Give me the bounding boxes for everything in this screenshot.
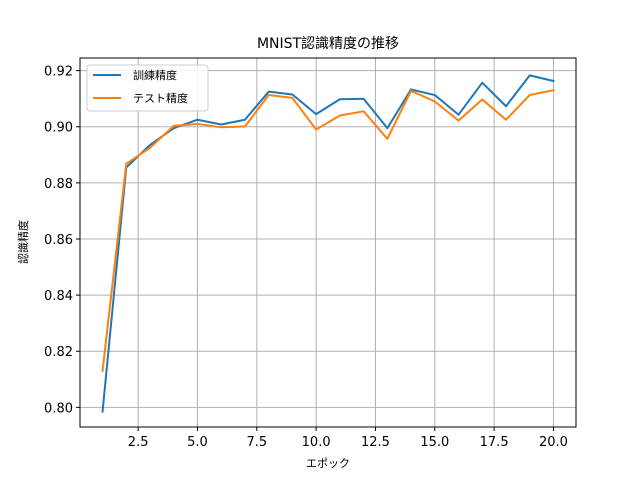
chart-title: MNIST認識精度の推移	[257, 36, 399, 52]
y-tick-label: 0.86	[44, 233, 73, 248]
y-tick-label: 0.90	[44, 121, 73, 136]
train-accuracy-line	[101, 74, 555, 413]
y-tick-label: 0.80	[44, 401, 73, 416]
y-tick-label: 0.84	[44, 289, 73, 304]
y-tick-label: 0.88	[44, 177, 73, 192]
legend: 訓練精度 テスト精度	[86, 64, 209, 112]
x-tick-label: 20.0	[539, 435, 568, 450]
x-tick-label: 5.0	[187, 435, 208, 450]
y-tick-label: 0.82	[44, 345, 73, 360]
x-tick-label: 17.5	[480, 435, 509, 450]
legend-label-train: 訓練精度	[133, 68, 177, 82]
plot-frame	[79, 57, 577, 428]
grid-lines	[80, 58, 576, 427]
legend-box	[86, 64, 209, 112]
axis-ticks: 2.5 5.0 7.5 10.0 12.5 15.0 17.5 20.0 0.80 0.82 0.8…	[44, 65, 568, 450]
legend-label-test: テスト精度	[133, 91, 188, 105]
x-tick-label: 7.5	[246, 435, 267, 450]
x-axis-label: エポック	[306, 457, 350, 470]
x-tick-label: 12.5	[361, 435, 390, 450]
x-tick-label: 15.0	[420, 435, 449, 450]
series-lines	[101, 74, 555, 413]
test-accuracy-line	[101, 89, 555, 372]
x-tick-label: 2.5	[128, 435, 149, 450]
y-axis-label: 認識精度	[16, 220, 30, 264]
x-tick-label: 10.0	[302, 435, 331, 450]
y-tick-label: 0.92	[44, 65, 73, 80]
